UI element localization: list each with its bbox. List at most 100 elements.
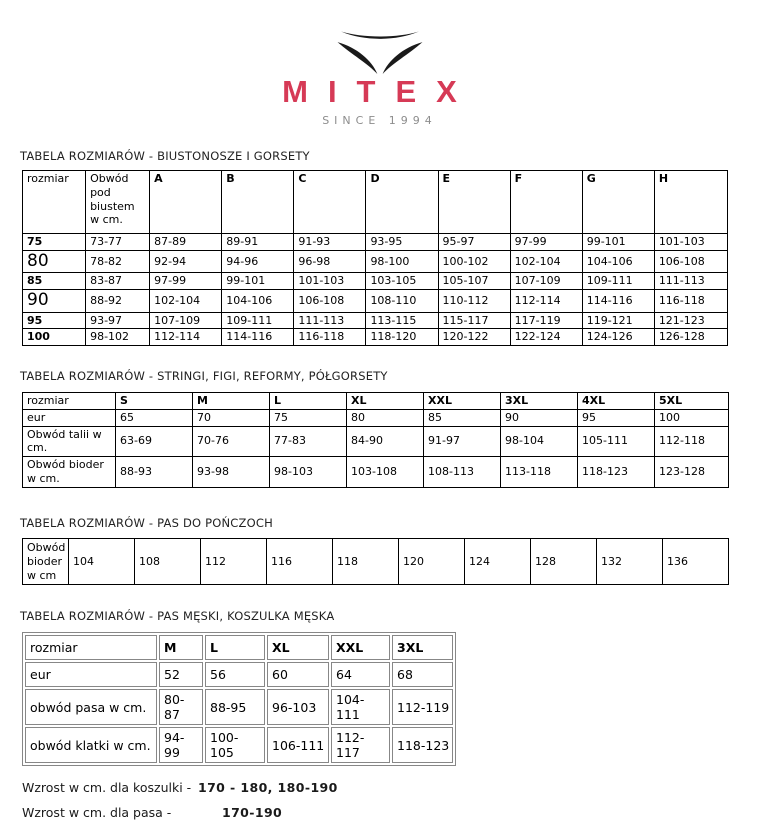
size-cell: 124-126 [581,328,655,347]
size-cell: 93-97 [85,311,151,330]
column-header: 5XL [654,392,729,410]
size-cell: 100 [654,408,729,427]
size-cell: 97-99 [149,272,223,291]
size-cell: 96-98 [293,249,367,274]
logo-mark-icon [337,31,422,74]
height-note-belt: Wzrost w cm. dla pasa - 170-190 [22,805,759,820]
column-header: A [149,170,223,234]
size-cell: 85 [423,408,501,427]
size-cell: 106-108 [293,289,367,313]
size-cell: 118-120 [365,328,439,347]
size-cell: 119-121 [581,311,655,330]
row-label: 80 [21,249,87,274]
size-cell: 118 [332,537,399,586]
size-tables-content: TABELA ROZMIARÓW - BIUSTONOSZE I GORSETY… [0,149,759,820]
size-cell: 114-116 [221,328,295,347]
size-cell: 83-87 [85,272,151,291]
row-label: Obwód talii w cm. [22,425,116,458]
column-header: L [205,635,265,661]
size-cell: 88-92 [85,289,151,313]
column-header: L [269,392,347,410]
size-cell: 111-113 [293,311,367,330]
column-header: F [509,170,583,234]
column-header: rozmiar [21,170,87,234]
size-cell: 52 [159,662,203,688]
panties-size-table: rozmiar S M L XL XXL 3XL 4XL 5XL eur 65 70 75 80 85 90 9… [22,392,729,488]
size-cell: 98-102 [85,328,151,347]
size-cell: 116 [266,537,333,586]
size-cell: 112-114 [509,289,583,313]
size-cell: 75 [269,408,347,427]
size-cell: 124 [464,537,531,586]
size-cell: 77-83 [269,425,347,458]
size-cell: 107-109 [509,272,583,291]
size-cell: 104 [68,537,135,586]
size-cell: 108 [134,537,201,586]
size-cell: 120 [398,537,465,586]
size-cell: 80 [346,408,424,427]
size-cell: 128 [530,537,597,586]
size-cell: 118-123 [577,456,655,488]
height-note-shirt: Wzrost w cm. dla koszulki - 170 - 180, 1… [22,780,759,795]
size-cell: 99-101 [221,272,295,291]
size-cell: 108-110 [365,289,439,313]
size-cell: 113-118 [500,456,578,488]
size-cell: 114-116 [581,289,655,313]
size-cell: 112-118 [654,425,729,458]
size-cell: 98-103 [269,456,347,488]
size-cell: 101-103 [653,233,729,251]
row-label: eur [22,408,116,427]
size-cell: 111-113 [653,272,729,291]
mens-size-table: rozmiar M L XL XXL 3XL eur 52 56 60 64 68 obwód pasa… [22,632,456,767]
size-cell: 80-87 [159,689,203,726]
size-cell: 60 [267,662,329,688]
row-label: Obwód bioder w cm. [22,456,116,488]
column-header: 3XL [500,392,578,410]
size-cell: 91-93 [293,233,367,251]
size-cell: 121-123 [653,311,729,330]
table-row: eur 52 56 60 64 68 [25,662,453,688]
column-header: 3XL [392,635,453,661]
table-row: 90 88-92 102-104 104-106 106-108 108-110 110-1… [21,289,729,313]
row-label: 100 [21,328,87,347]
size-cell: 104-106 [221,289,295,313]
column-header: M [192,392,270,410]
size-cell: 112-114 [149,328,223,347]
size-cell: 126-128 [653,328,729,347]
size-cell: 70 [192,408,270,427]
column-header: B [221,170,295,234]
column-header: S [115,392,193,410]
size-cell: 105-111 [577,425,655,458]
size-cell: 64 [331,662,390,688]
column-header: XL [346,392,424,410]
table-row: eur 65 70 75 80 85 90 95 100 [22,408,729,427]
size-cell: 136 [662,537,729,586]
column-header: M [159,635,203,661]
size-cell: 122-124 [509,328,583,347]
table-row: Obwód bioder w cm. 88-93 93-98 98-103 103-10… [22,456,729,488]
size-cell: 105-107 [437,272,511,291]
size-cell: 104-111 [331,689,390,726]
bra-corset-size-table: rozmiar Obwód pod biustem w cm. A B C D E F G H 75… [21,170,729,347]
section-title-bras-corsets: TABELA ROZMIARÓW - BIUSTONOSZE I GORSETY [20,149,310,163]
mitex-logo: MITEX SINCE 1994 [0,0,759,127]
table-row: obwód klatki w cm. 94-99 100-105 106-111 112… [25,727,453,764]
size-cell: 123-128 [654,456,729,488]
brand-tagline: SINCE 1994 [322,114,437,127]
column-header: H [653,170,729,234]
size-cell: 87-89 [149,233,223,251]
size-cell: 103-105 [365,272,439,291]
size-cell: 92-94 [149,249,223,274]
size-cell: 84-90 [346,425,424,458]
size-cell: 73-77 [85,233,151,251]
header-row: rozmiar M L XL XXL 3XL [25,635,453,661]
size-cell: 103-108 [346,456,424,488]
size-cell: 68 [392,662,453,688]
column-header: G [581,170,655,234]
size-cell: 99-101 [581,233,655,251]
row-label: obwód pasa w cm. [25,689,157,726]
size-cell: 97-99 [509,233,583,251]
size-cell: 112 [200,537,267,586]
row-label: obwód klatki w cm. [25,727,157,764]
